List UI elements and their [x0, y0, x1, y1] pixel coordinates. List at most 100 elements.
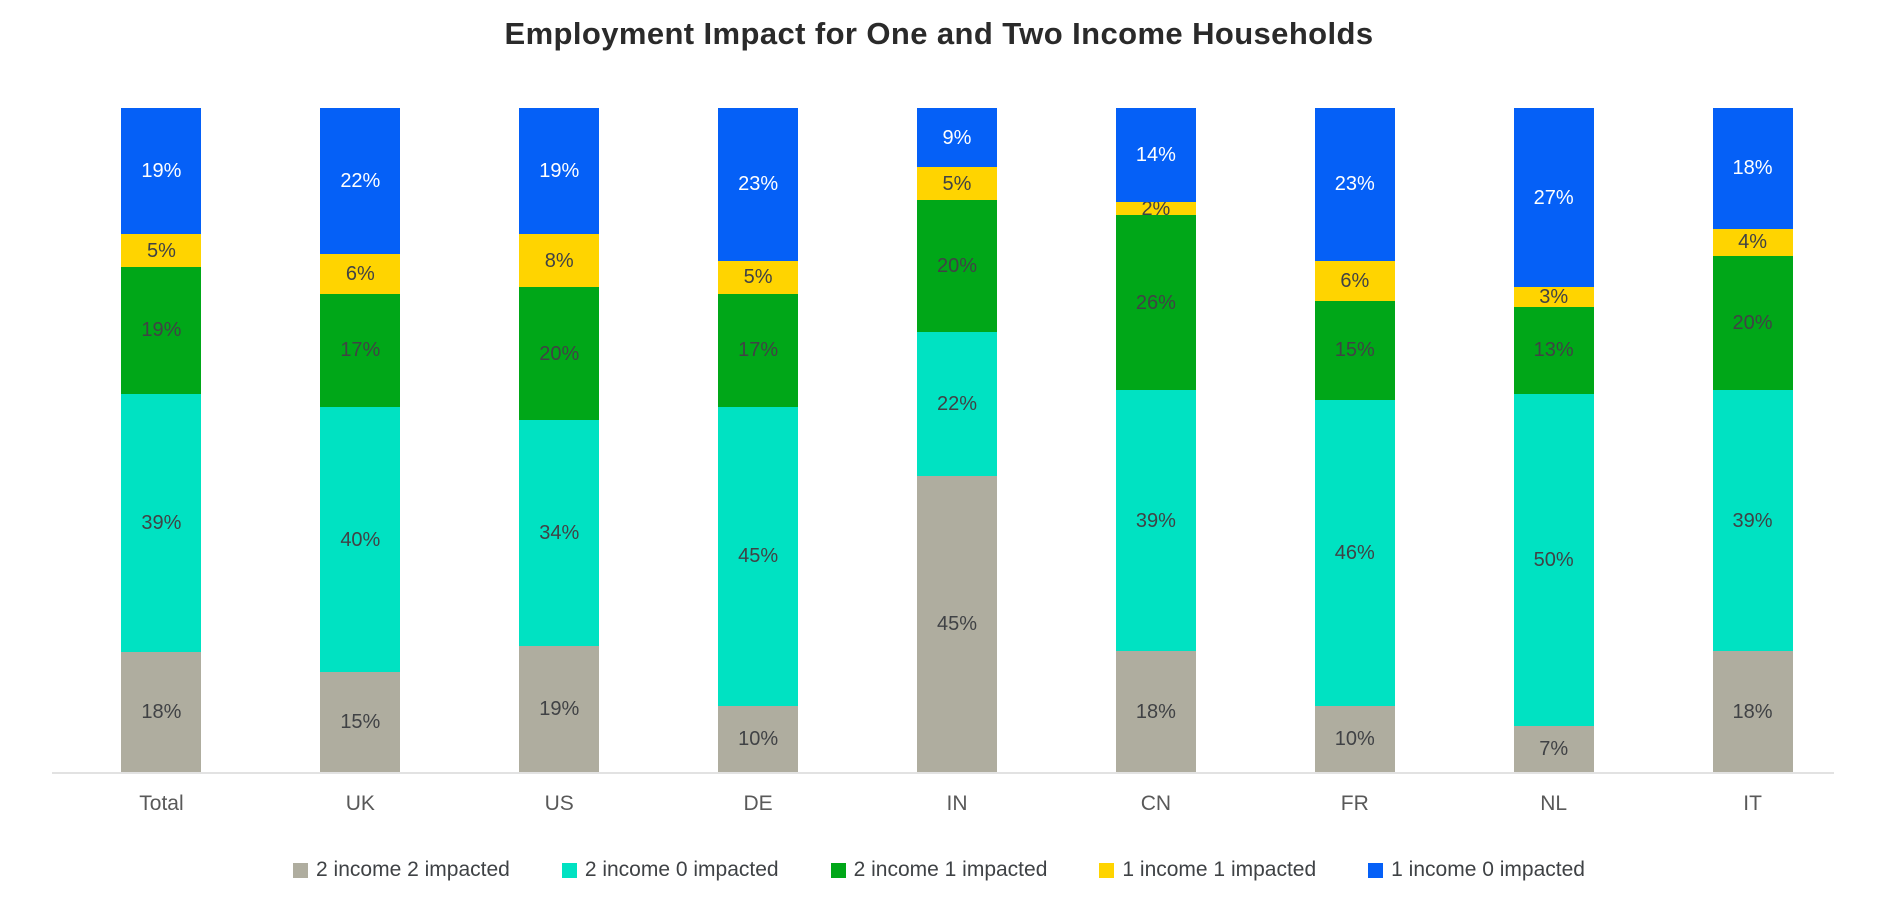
legend-swatch-icon	[1368, 862, 1384, 878]
bar-segment: 18%	[1115, 651, 1196, 772]
stacked-bar: 10% 46% 15% 6% 23%	[1314, 108, 1395, 772]
segment-label: 19%	[141, 160, 182, 183]
legend-swatch-icon	[293, 862, 309, 878]
segment-label: 19%	[539, 697, 580, 720]
segment-label: 6%	[345, 263, 375, 286]
category-label-uk: UK	[345, 792, 375, 815]
segment-label: 18%	[1732, 700, 1773, 723]
bar-segment: 18%	[1712, 108, 1793, 229]
bar-segment: 6%	[320, 254, 401, 294]
bar-segment: 13%	[1513, 307, 1594, 394]
bar-column-uk: 15% 40% 17% 6% 22%	[261, 108, 460, 772]
legend-item: 2 income 0 impacted	[561, 858, 779, 882]
bar-segment: 17%	[718, 293, 799, 407]
segment-label: 10%	[738, 727, 779, 750]
legend-label: 2 income 0 impacted	[584, 858, 779, 881]
bar-segment: 9%	[917, 108, 997, 168]
stacked-bar: 18% 39% 20% 4% 18%	[1712, 108, 1793, 772]
segment-label: 23%	[1334, 173, 1375, 196]
stacked-bar: 19% 34% 20% 8% 19%	[519, 108, 600, 772]
bar-segment: 27%	[1513, 108, 1594, 288]
bar-segment: 40%	[320, 406, 401, 673]
legend-label: 2 income 2 impacted	[316, 858, 510, 881]
segment-label: 19%	[141, 319, 182, 342]
bar-column-fr: 10% 46% 15% 6% 23%	[1255, 108, 1454, 772]
bar-segment: 20%	[917, 200, 997, 332]
category-label-nl: NL	[1540, 792, 1568, 815]
segment-label: 39%	[141, 512, 182, 534]
segment-label: 22%	[340, 170, 381, 193]
bar-segment: 5%	[121, 234, 202, 268]
bar-column-total: 18% 39% 19% 5% 19%	[62, 108, 261, 772]
segment-label: 39%	[1732, 509, 1773, 532]
bar-segment: 7%	[1513, 725, 1594, 772]
bar-column-in: 45% 22% 20% 5% 9%	[858, 108, 1057, 772]
segment-label: 22%	[936, 392, 978, 415]
segment-label: 4%	[1738, 231, 1768, 254]
bar-segment: 26%	[1115, 215, 1196, 390]
segment-label: 23%	[738, 173, 779, 196]
stacked-bar: 18% 39% 26% 2% 14%	[1115, 108, 1196, 772]
segment-label: 6%	[1340, 269, 1370, 292]
bar-segment: 50%	[1513, 393, 1594, 726]
bar-segment: 5%	[718, 260, 799, 294]
legend-label: 2 income 1 impacted	[853, 858, 1048, 881]
legend-swatch-icon	[561, 862, 577, 878]
segment-label: 17%	[738, 339, 779, 362]
segment-label: 7%	[1539, 737, 1569, 760]
segment-label: 15%	[1334, 339, 1375, 362]
bar-segment: 45%	[917, 476, 997, 772]
segment-label: 45%	[936, 613, 978, 636]
bar-segment: 8%	[519, 234, 600, 288]
segment-label: 27%	[1533, 186, 1574, 209]
x-axis-line	[52, 772, 1834, 774]
bar-segment: 45%	[718, 406, 799, 706]
bar-segment: 5%	[917, 167, 997, 201]
segment-label: 5%	[146, 239, 176, 262]
bar-segment: 2%	[1115, 199, 1196, 219]
bar-segment: 22%	[917, 331, 997, 477]
legend: 2 income 2 impacted 2 income 0 impacted 2 …	[0, 858, 1878, 882]
plot-area: 18% 39% 19% 5% 19% 15% 40% 17% 6% 22% 19% 34% 20% 8% 1…	[62, 108, 1852, 772]
bar-segment: 19%	[121, 108, 202, 235]
bar-segment: 17%	[320, 293, 401, 407]
bar-segment: 19%	[121, 267, 202, 394]
bar-segment: 19%	[519, 108, 600, 235]
segment-label: 39%	[1135, 509, 1176, 532]
segment-label: 40%	[340, 528, 381, 551]
segment-label: 46%	[1334, 541, 1375, 564]
bar-segment: 15%	[1314, 300, 1395, 401]
segment-label: 18%	[141, 701, 182, 724]
segment-label: 18%	[1135, 700, 1176, 723]
bar-column-cn: 18% 39% 26% 2% 14%	[1056, 108, 1255, 772]
segment-label: 5%	[942, 172, 972, 195]
segment-label: 10%	[1334, 727, 1375, 750]
bar-segment: 22%	[320, 108, 401, 255]
bar-segment: 15%	[320, 672, 401, 772]
category-label-it: IT	[1743, 792, 1762, 815]
segment-label: 15%	[340, 711, 381, 734]
segment-label: 34%	[539, 521, 580, 544]
legend-item: 1 income 0 impacted	[1368, 858, 1585, 882]
segment-label: 13%	[1533, 339, 1574, 362]
legend-label: 1 income 0 impacted	[1391, 858, 1585, 881]
segment-label: 14%	[1135, 143, 1176, 166]
category-label-fr: FR	[1340, 792, 1369, 815]
legend-swatch-icon	[1099, 862, 1115, 878]
legend-label: 1 income 1 impacted	[1122, 858, 1317, 881]
stacked-bar: 10% 45% 17% 5% 23%	[718, 108, 799, 772]
legend-item: 1 income 1 impacted	[1099, 858, 1316, 882]
bar-segment: 19%	[519, 645, 600, 772]
category-label-in: IN	[946, 792, 968, 815]
stacked-bar: 18% 39% 19% 5% 19%	[121, 108, 202, 772]
segment-label: 9%	[942, 126, 972, 149]
bar-segment: 10%	[1314, 705, 1395, 772]
bar-segment: 10%	[718, 705, 799, 772]
segment-label: 3%	[1539, 286, 1569, 309]
bar-segment: 23%	[718, 108, 799, 261]
bar-segment: 23%	[1314, 108, 1395, 261]
category-label-de: DE	[743, 792, 773, 815]
category-label-cn: CN	[1140, 792, 1172, 815]
stacked-bar: 45% 22% 20% 5% 9%	[917, 108, 997, 772]
x-axis-category-row: Total UK US DE IN CN FR NL IT	[62, 792, 1852, 816]
